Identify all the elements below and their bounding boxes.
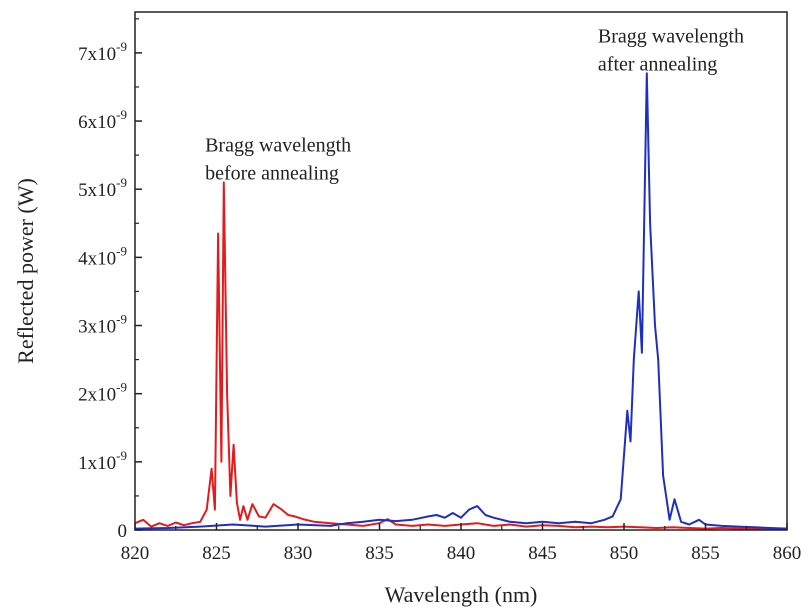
y-tick-label: 6x10-9 (78, 107, 127, 133)
annotation-2: Bragg wavelength after annealing (598, 26, 744, 76)
annotations: Bragg wavelength before annealing Bragg wa… (205, 26, 744, 185)
y-tick-label: 2x10-9 (78, 380, 127, 406)
y-tick-label: 3x10-9 (78, 312, 127, 338)
y-tick-label: 0 (118, 521, 128, 542)
x-axis-label: Wavelength (nm) (385, 582, 538, 607)
x-tick-label: 860 (773, 543, 802, 564)
x-tick-label: 845 (528, 543, 557, 564)
y-tick-label: 1x10-9 (78, 448, 127, 474)
x-axis-ticks: 820 825 830 835 840 845 850 855 860 (121, 523, 802, 564)
y-tick-label: 7x10-9 (78, 39, 127, 65)
y-tick-label: 4x10-9 (78, 243, 127, 269)
x-tick-label: 835 (365, 543, 394, 564)
x-tick-label: 850 (610, 543, 639, 564)
y-tick-label: 5x10-9 (78, 175, 127, 201)
y-axis-ticks: 0 1x10-9 2x10-9 3x10-9 4x10-9 5x10-9 6x10-9 7x1… (78, 18, 142, 542)
y-axis-label: Reflected power (W) (13, 178, 38, 364)
x-tick-label: 820 (121, 543, 150, 564)
series-line-1 (134, 181, 787, 530)
series-line-2 (134, 72, 788, 530)
x-tick-label: 840 (447, 543, 476, 564)
annotation-1: Bragg wavelength before annealing (205, 135, 351, 185)
x-tick-label: 830 (284, 543, 313, 564)
x-tick-label: 825 (202, 543, 231, 564)
x-tick-label: 855 (691, 543, 720, 564)
